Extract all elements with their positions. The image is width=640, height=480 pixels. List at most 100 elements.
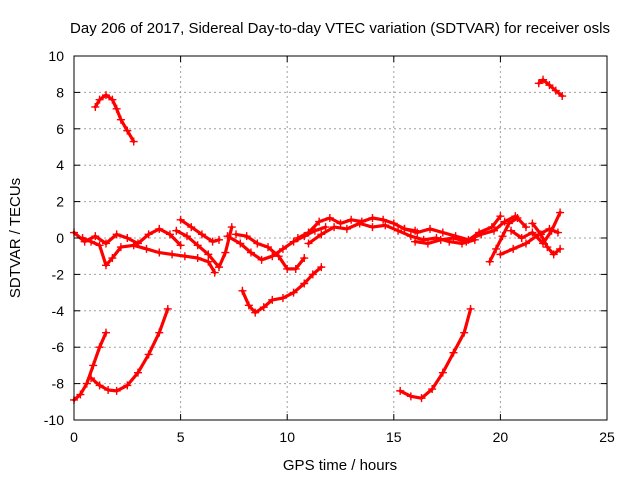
- data-point: [534, 79, 543, 88]
- data-point: [101, 328, 110, 337]
- data-point: [193, 241, 202, 250]
- series-line: [240, 265, 323, 315]
- data-point: [278, 244, 287, 253]
- data-point: [264, 243, 273, 252]
- series-arc-13: [396, 304, 475, 403]
- data-point: [496, 250, 505, 259]
- y-tick-label: 2: [56, 194, 64, 210]
- data-point: [547, 226, 556, 235]
- data-point: [325, 213, 334, 222]
- y-tick-label: -4: [52, 303, 65, 319]
- series-arc-19: [528, 219, 565, 259]
- data-point: [95, 343, 104, 352]
- series-line: [296, 216, 417, 240]
- data-point: [142, 244, 151, 253]
- data-point: [500, 217, 509, 226]
- series-arc-15: [411, 212, 505, 248]
- data-point: [507, 226, 516, 235]
- data-point: [144, 230, 153, 239]
- data-point: [317, 230, 326, 239]
- data-point: [155, 224, 164, 233]
- chart-title: Day 206 of 2017, Sidereal Day-to-day VTE…: [70, 20, 610, 37]
- series-arc-10: [238, 263, 326, 317]
- series-arc-3: [87, 304, 172, 395]
- data-point: [315, 217, 324, 226]
- data-point: [236, 239, 245, 248]
- axis-ticks: 0 5 10 15 20 25 -10 -8 -6 -4 -2 0 2 4 6 8 10: [44, 48, 615, 445]
- data-point: [101, 261, 110, 270]
- data-point: [155, 328, 164, 337]
- x-tick-label: 25: [599, 429, 615, 445]
- data-point: [528, 219, 537, 228]
- data-point: [208, 237, 217, 246]
- data-point: [336, 219, 345, 228]
- data-point: [129, 241, 138, 250]
- series-arc-9: [232, 230, 309, 273]
- data-point: [411, 237, 420, 246]
- series-line: [509, 210, 562, 246]
- data-point: [438, 368, 447, 377]
- data-point: [449, 348, 458, 357]
- data-point: [549, 250, 558, 259]
- data-point: [91, 102, 100, 111]
- data-point: [210, 268, 219, 277]
- data-point: [347, 215, 356, 224]
- data-point: [176, 215, 185, 224]
- data-point: [223, 232, 232, 241]
- data-point: [101, 239, 110, 248]
- data-point: [289, 237, 298, 246]
- data-point: [417, 394, 426, 403]
- data-point: [144, 350, 153, 359]
- data-point: [95, 95, 104, 104]
- data-point: [368, 223, 377, 232]
- data-point: [300, 254, 309, 263]
- x-axis-label: GPS time / hours: [283, 457, 397, 474]
- series-arc-20: [534, 75, 567, 101]
- data-point: [466, 304, 475, 313]
- series-line: [398, 307, 473, 400]
- y-axis-label: SDTVAR / TECUs: [7, 178, 24, 298]
- data-point: [116, 243, 125, 252]
- data-point: [214, 235, 223, 244]
- data-point: [291, 264, 300, 273]
- data-series: [70, 75, 567, 404]
- data-point: [462, 237, 471, 246]
- y-tick-label: -6: [52, 339, 65, 355]
- series-arc-1: [91, 91, 138, 146]
- data-point: [428, 385, 437, 394]
- data-point: [244, 301, 253, 310]
- data-point: [379, 215, 388, 224]
- data-point: [123, 234, 132, 242]
- grid: [74, 56, 607, 420]
- series-line: [89, 307, 170, 393]
- data-point: [293, 234, 302, 242]
- data-point: [558, 92, 567, 101]
- data-point: [368, 213, 377, 222]
- data-point: [553, 228, 562, 237]
- data-point: [406, 392, 415, 401]
- series-arc-2: [70, 328, 110, 404]
- data-point: [436, 235, 445, 244]
- data-point: [123, 126, 132, 135]
- data-point: [193, 254, 202, 263]
- data-point: [116, 115, 125, 124]
- y-tick-label: 6: [56, 121, 64, 137]
- data-point: [543, 243, 552, 252]
- data-point: [259, 303, 268, 312]
- data-point: [342, 224, 351, 233]
- data-point: [545, 81, 554, 90]
- data-point: [438, 228, 447, 237]
- x-tick-label: 10: [279, 429, 295, 445]
- data-point: [492, 244, 501, 253]
- data-point: [426, 224, 435, 233]
- data-point: [82, 379, 91, 388]
- y-tick-label: -10: [44, 412, 64, 428]
- data-point: [246, 248, 255, 257]
- data-point: [163, 304, 172, 313]
- data-point: [76, 390, 85, 399]
- data-point: [129, 137, 138, 146]
- y-tick-label: 0: [56, 230, 64, 246]
- data-point: [204, 250, 213, 259]
- series-line: [537, 78, 564, 98]
